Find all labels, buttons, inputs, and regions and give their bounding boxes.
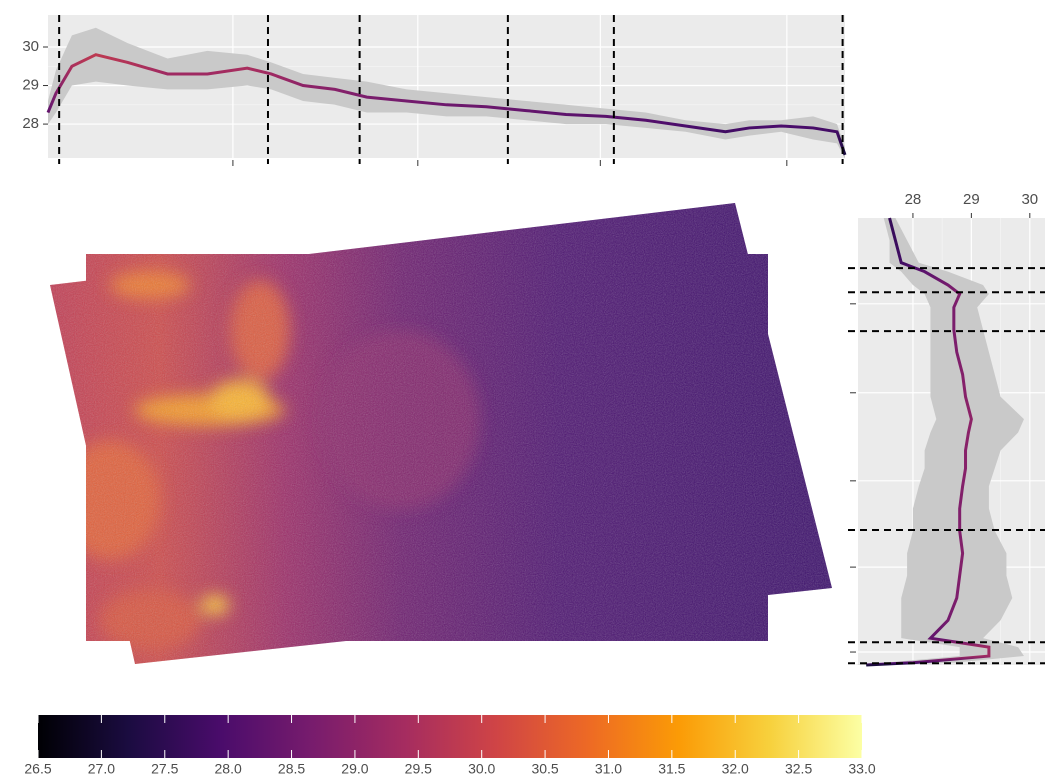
colorbar-label: 27.0 xyxy=(88,761,115,777)
colorbar-label: 32.5 xyxy=(785,761,812,777)
colorbar-label: 31.5 xyxy=(658,761,685,777)
x-tick-label: 29 xyxy=(963,191,980,208)
colorbar-label: 28.5 xyxy=(278,761,305,777)
colorbar-label: 30.5 xyxy=(531,761,558,777)
colorbar-label: 29.0 xyxy=(341,761,368,777)
colorbar-label: 32.0 xyxy=(722,761,749,777)
ribbon xyxy=(854,218,1024,665)
colorbar-label: 33.0 xyxy=(848,761,875,777)
colorbar-label: 28.0 xyxy=(215,761,242,777)
profile-line xyxy=(46,53,847,156)
x-tick-label: 28 xyxy=(905,191,922,208)
colorbar-label: 26.5 xyxy=(24,761,51,777)
profile-line xyxy=(866,217,991,667)
colorbar-label: 30.0 xyxy=(468,761,495,777)
colorbar xyxy=(38,715,862,758)
x-tick-label: 30 xyxy=(1021,191,1038,208)
ribbon xyxy=(48,27,845,159)
y-tick-label: 29 xyxy=(22,77,39,94)
colorbar-label: 27.5 xyxy=(151,761,178,777)
colorbar-label: 31.0 xyxy=(595,761,622,777)
y-tick-label: 28 xyxy=(22,115,39,132)
colorbar-label: 29.5 xyxy=(405,761,432,777)
y-tick-label: 30 xyxy=(22,38,39,55)
thermal-image xyxy=(50,203,832,664)
